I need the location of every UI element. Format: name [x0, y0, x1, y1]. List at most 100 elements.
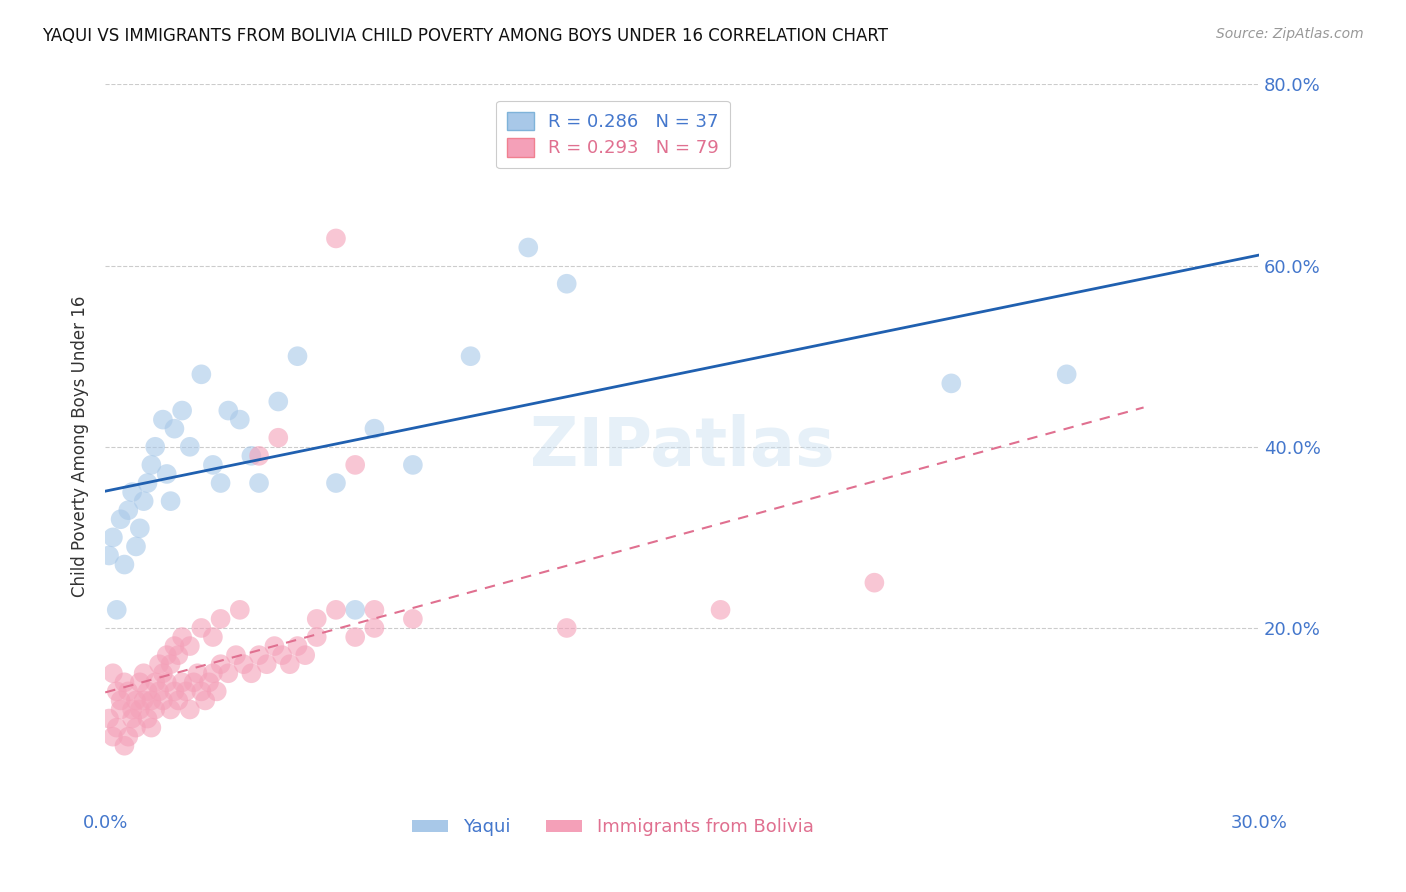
Point	[110, 512, 132, 526]
Point	[217, 666, 239, 681]
Point	[114, 558, 136, 572]
Point	[247, 476, 270, 491]
Point	[159, 657, 181, 672]
Point	[201, 458, 224, 472]
Point	[263, 639, 285, 653]
Point	[132, 666, 155, 681]
Point	[229, 603, 252, 617]
Point	[179, 639, 201, 653]
Point	[132, 494, 155, 508]
Point	[114, 739, 136, 753]
Point	[344, 458, 367, 472]
Point	[125, 721, 148, 735]
Point	[136, 476, 159, 491]
Point	[271, 648, 294, 662]
Point	[247, 648, 270, 662]
Point	[128, 521, 150, 535]
Point	[117, 503, 139, 517]
Point	[156, 675, 179, 690]
Point	[159, 702, 181, 716]
Point	[152, 666, 174, 681]
Point	[363, 621, 385, 635]
Point	[143, 675, 166, 690]
Point	[267, 431, 290, 445]
Point	[110, 693, 132, 707]
Point	[240, 666, 263, 681]
Point	[402, 458, 425, 472]
Point	[363, 422, 385, 436]
Point	[709, 603, 731, 617]
Point	[863, 575, 886, 590]
Point	[179, 440, 201, 454]
Point	[205, 684, 228, 698]
Point	[240, 449, 263, 463]
Point	[247, 449, 270, 463]
Legend: Yaqui, Immigrants from Bolivia: Yaqui, Immigrants from Bolivia	[405, 811, 821, 844]
Point	[141, 693, 163, 707]
Point	[121, 702, 143, 716]
Point	[152, 412, 174, 426]
Text: Source: ZipAtlas.com: Source: ZipAtlas.com	[1216, 27, 1364, 41]
Point	[132, 693, 155, 707]
Point	[190, 684, 212, 698]
Point	[217, 403, 239, 417]
Point	[117, 730, 139, 744]
Point	[98, 712, 121, 726]
Point	[209, 476, 232, 491]
Point	[172, 675, 194, 690]
Point	[294, 648, 316, 662]
Point	[174, 684, 197, 698]
Point	[186, 666, 208, 681]
Text: YAQUI VS IMMIGRANTS FROM BOLIVIA CHILD POVERTY AMONG BOYS UNDER 16 CORRELATION C: YAQUI VS IMMIGRANTS FROM BOLIVIA CHILD P…	[42, 27, 889, 45]
Y-axis label: Child Poverty Among Boys Under 16: Child Poverty Among Boys Under 16	[72, 296, 89, 598]
Point	[163, 684, 186, 698]
Point	[159, 494, 181, 508]
Point	[110, 702, 132, 716]
Point	[325, 603, 347, 617]
Point	[198, 675, 221, 690]
Point	[121, 712, 143, 726]
Point	[152, 693, 174, 707]
Point	[190, 621, 212, 635]
Point	[305, 612, 328, 626]
Point	[201, 630, 224, 644]
Point	[98, 549, 121, 563]
Point	[278, 657, 301, 672]
Point	[125, 540, 148, 554]
Point	[143, 440, 166, 454]
Point	[136, 712, 159, 726]
Point	[190, 368, 212, 382]
Point	[148, 684, 170, 698]
Point	[172, 630, 194, 644]
Point	[225, 648, 247, 662]
Point	[156, 648, 179, 662]
Point	[209, 612, 232, 626]
Point	[101, 666, 124, 681]
Point	[163, 422, 186, 436]
Point	[229, 412, 252, 426]
Point	[267, 394, 290, 409]
Point	[141, 721, 163, 735]
Point	[325, 476, 347, 491]
Point	[517, 240, 540, 254]
Point	[232, 657, 254, 672]
Point	[167, 693, 190, 707]
Point	[1056, 368, 1078, 382]
Point	[156, 467, 179, 481]
Point	[105, 684, 128, 698]
Point	[460, 349, 482, 363]
Point	[402, 612, 425, 626]
Point	[201, 666, 224, 681]
Point	[194, 693, 217, 707]
Point	[128, 675, 150, 690]
Point	[105, 721, 128, 735]
Point	[209, 657, 232, 672]
Point	[555, 277, 578, 291]
Point	[101, 530, 124, 544]
Text: ZIPatlas: ZIPatlas	[530, 414, 834, 480]
Point	[136, 684, 159, 698]
Point	[555, 621, 578, 635]
Point	[305, 630, 328, 644]
Point	[183, 675, 205, 690]
Point	[256, 657, 278, 672]
